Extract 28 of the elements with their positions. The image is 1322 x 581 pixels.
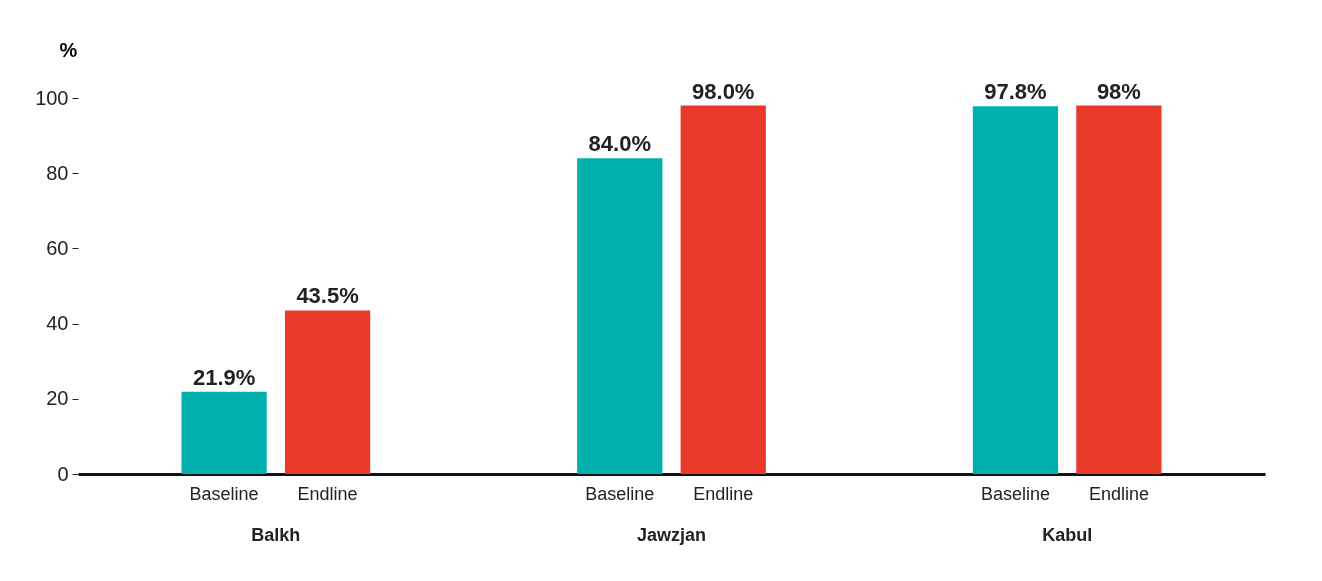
data-label: 98% <box>1096 78 1141 104</box>
y-axis-title: % <box>59 38 78 61</box>
bar <box>577 158 663 474</box>
text: Endline <box>1088 484 1149 504</box>
y-tick-label: 40 <box>46 312 69 335</box>
data-label: 21.9% <box>192 364 256 390</box>
data-label: 43.5% <box>296 283 359 309</box>
y-tick-label: 100 <box>35 86 69 109</box>
x-tick-label: Jawzjan <box>636 524 707 545</box>
y-tick-label: 60 <box>46 236 69 259</box>
x-tick-label: Balkh <box>251 524 301 545</box>
data-label: 98.0% <box>692 78 755 104</box>
data-label: 97.8% <box>984 79 1047 105</box>
series-label: Endline <box>297 484 358 504</box>
x-tick-label: Kabul <box>1042 524 1093 545</box>
series-label: Baseline <box>189 484 259 504</box>
data-label: 84.0% <box>588 131 651 157</box>
bar <box>1076 105 1162 474</box>
y-tick-label: 0 <box>57 462 69 485</box>
text: Endline <box>693 484 754 504</box>
bar <box>680 105 766 474</box>
y-tick-label: 20 <box>46 387 69 410</box>
bar <box>181 391 267 474</box>
text: Baseline <box>980 484 1050 504</box>
y-tick-label: 80 <box>46 161 69 184</box>
bar <box>284 310 371 474</box>
text: Baseline <box>585 484 655 504</box>
bar <box>972 106 1059 474</box>
